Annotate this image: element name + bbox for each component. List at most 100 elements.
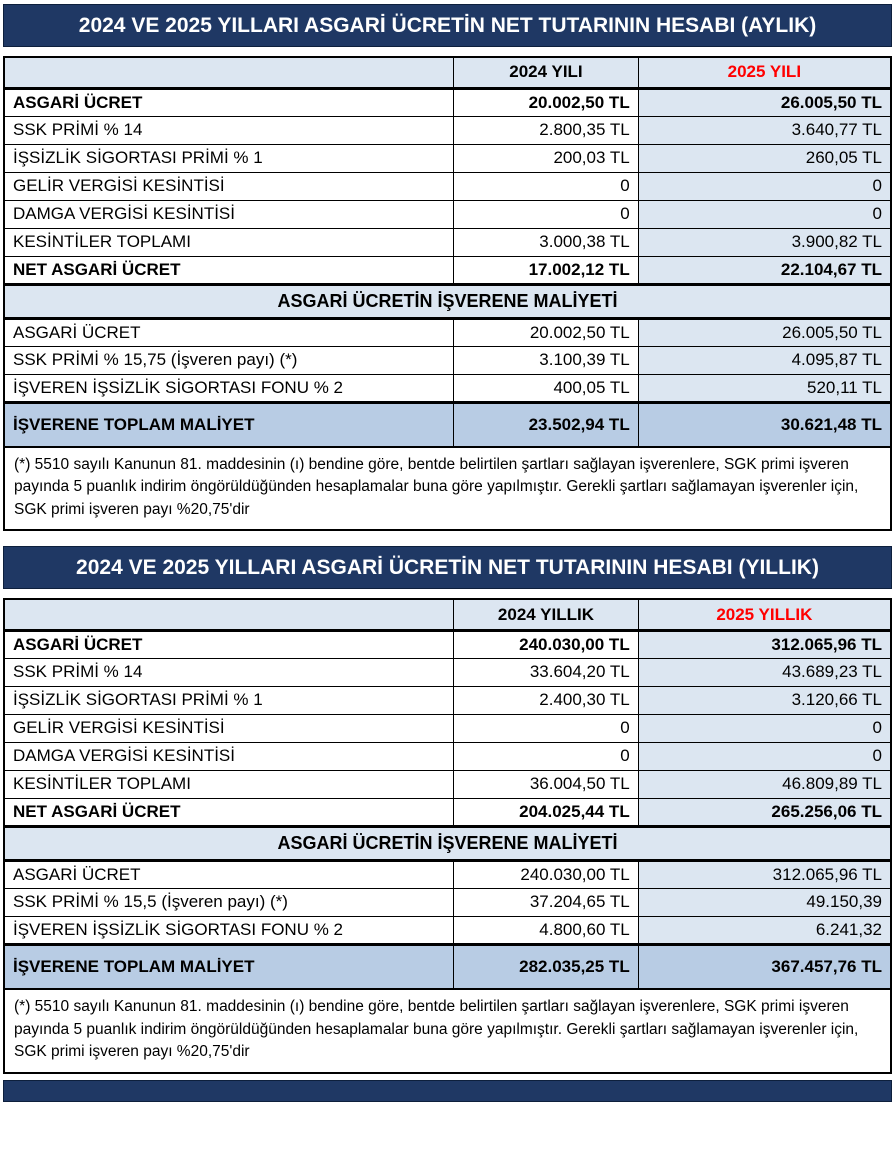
row-label: SSK PRİMİ % 14 xyxy=(3,115,455,145)
column-header-empty xyxy=(3,56,455,90)
value-2025: 520,11 TL xyxy=(637,373,892,403)
yearly-title-bar: 2024 VE 2025 YILLARI ASGARİ ÜCRETİN NET … xyxy=(3,546,892,590)
value-2024: 4.800,60 TL xyxy=(453,915,639,945)
monthly-table: 2024 YILI 2025 YILI ASGARİ ÜCRET 20.002,… xyxy=(3,56,892,532)
value-2025: 6.241,32 xyxy=(637,915,892,945)
row-label: NET ASGARİ ÜCRET xyxy=(3,797,455,828)
table-row: İŞVEREN İŞSİZLİK SİGORTASI FONU % 2 4.80… xyxy=(3,915,892,945)
table-row: KESİNTİLER TOPLAMI 36.004,50 TL 46.809,8… xyxy=(3,769,892,799)
value-2024: 0 xyxy=(453,741,639,771)
yearly-table: 2024 YILLIK 2025 YILLIK ASGARİ ÜCRET 240… xyxy=(3,598,892,1074)
footnote: (*) 5510 sayılı Kanunun 81. maddesinin (… xyxy=(3,988,892,1074)
table-row-net: NET ASGARİ ÜCRET 17.002,12 TL 22.104,67 … xyxy=(3,255,892,286)
value-2024: 33.604,20 TL xyxy=(453,657,639,687)
value-2024: 204.025,44 TL xyxy=(453,797,639,828)
table-row: ASGARİ ÜCRET 240.030,00 TL 312.065,96 TL xyxy=(3,859,892,889)
value-2025: 4.095,87 TL xyxy=(637,345,892,375)
total-label: İŞVERENE TOPLAM MALİYET xyxy=(3,400,455,448)
row-label: ASGARİ ÜCRET xyxy=(3,317,455,347)
table-row: GELİR VERGİSİ KESİNTİSİ 0 0 xyxy=(3,171,892,201)
table-row: SSK PRİMİ % 14 2.800,35 TL 3.640,77 TL xyxy=(3,115,892,145)
value-2025: 260,05 TL xyxy=(637,143,892,173)
value-2025: 0 xyxy=(637,741,892,771)
value-2024: 20.002,50 TL xyxy=(453,87,639,117)
value-2024: 0 xyxy=(453,171,639,201)
row-label: NET ASGARİ ÜCRET xyxy=(3,255,455,286)
section-header: ASGARİ ÜCRETİN İŞVERENE MALİYETİ xyxy=(3,824,892,862)
row-label: KESİNTİLER TOPLAMI xyxy=(3,769,455,799)
row-label: DAMGA VERGİSİ KESİNTİSİ xyxy=(3,741,455,771)
total-row: İŞVERENE TOPLAM MALİYET 282.035,25 TL 36… xyxy=(3,942,892,991)
value-2024: 400,05 TL xyxy=(453,373,639,403)
truncated-bottom-title-bar xyxy=(3,1079,892,1102)
row-label: ASGARİ ÜCRET xyxy=(3,859,455,889)
monthly-header-row: 2024 YILI 2025 YILI xyxy=(3,56,892,90)
value-2024: 2.400,30 TL xyxy=(453,685,639,715)
table-row: İŞSİZLİK SİGORTASI PRİMİ % 1 200,03 TL 2… xyxy=(3,143,892,173)
row-label: SSK PRİMİ % 15,75 (İşveren payı) (*) xyxy=(3,345,455,375)
table-row: ASGARİ ÜCRET 240.030,00 TL 312.065,96 TL xyxy=(3,629,892,659)
row-label: SSK PRİMİ % 15,5 (İşveren payı) (*) xyxy=(3,887,455,917)
total-2024: 282.035,25 TL xyxy=(453,942,639,991)
row-label: ASGARİ ÜCRET xyxy=(3,629,455,659)
value-2025: 265.256,06 TL xyxy=(637,797,892,828)
row-label: SSK PRİMİ % 14 xyxy=(3,657,455,687)
section-header-row: ASGARİ ÜCRETİN İŞVERENE MALİYETİ xyxy=(3,824,892,862)
value-2025: 0 xyxy=(637,199,892,229)
footnote: (*) 5510 sayılı Kanunun 81. maddesinin (… xyxy=(3,446,892,531)
row-label: ASGARİ ÜCRET xyxy=(3,87,455,117)
value-2024: 2.800,35 TL xyxy=(453,115,639,145)
total-label: İŞVERENE TOPLAM MALİYET xyxy=(3,942,455,991)
table-row: GELİR VERGİSİ KESİNTİSİ 0 0 xyxy=(3,713,892,743)
table-row: SSK PRİMİ % 15,5 (İşveren payı) (*) 37.2… xyxy=(3,887,892,917)
row-label: İŞVEREN İŞSİZLİK SİGORTASI FONU % 2 xyxy=(3,915,455,945)
monthly-title: 2024 VE 2025 YILLARI ASGARİ ÜCRETİN NET … xyxy=(78,13,817,37)
total-2025: 30.621,48 TL xyxy=(637,400,892,448)
value-2025: 49.150,39 xyxy=(637,887,892,917)
row-label: DAMGA VERGİSİ KESİNTİSİ xyxy=(3,199,455,229)
table-row: DAMGA VERGİSİ KESİNTİSİ 0 0 xyxy=(3,199,892,229)
section-header: ASGARİ ÜCRETİN İŞVERENE MALİYETİ xyxy=(3,282,892,320)
total-2024: 23.502,94 TL xyxy=(453,400,639,448)
document-sheet: 2024 VE 2025 YILLARI ASGARİ ÜCRETİN NET … xyxy=(3,4,892,1102)
monthly-title-bar: 2024 VE 2025 YILLARI ASGARİ ÜCRETİN NET … xyxy=(3,4,892,47)
value-2025: 26.005,50 TL xyxy=(637,87,892,117)
value-2025: 22.104,67 TL xyxy=(637,255,892,286)
value-2024: 20.002,50 TL xyxy=(453,317,639,347)
value-2025: 0 xyxy=(637,171,892,201)
row-label: GELİR VERGİSİ KESİNTİSİ xyxy=(3,171,455,201)
row-label: İŞSİZLİK SİGORTASI PRİMİ % 1 xyxy=(3,685,455,715)
table-row: DAMGA VERGİSİ KESİNTİSİ 0 0 xyxy=(3,741,892,771)
value-2025: 312.065,96 TL xyxy=(637,629,892,659)
row-label: KESİNTİLER TOPLAMI xyxy=(3,227,455,257)
table-row: İŞVEREN İŞSİZLİK SİGORTASI FONU % 2 400,… xyxy=(3,373,892,403)
footnote-row: (*) 5510 sayılı Kanunun 81. maddesinin (… xyxy=(3,988,892,1074)
table-row: KESİNTİLER TOPLAMI 3.000,38 TL 3.900,82 … xyxy=(3,227,892,257)
table-row-net: NET ASGARİ ÜCRET 204.025,44 TL 265.256,0… xyxy=(3,797,892,828)
section-header-row: ASGARİ ÜCRETİN İŞVERENE MALİYETİ xyxy=(3,282,892,320)
value-2025: 26.005,50 TL xyxy=(637,317,892,347)
value-2025: 0 xyxy=(637,713,892,743)
table-row: SSK PRİMİ % 14 33.604,20 TL 43.689,23 TL xyxy=(3,657,892,687)
value-2024: 0 xyxy=(453,713,639,743)
value-2025: 46.809,89 TL xyxy=(637,769,892,799)
total-row: İŞVERENE TOPLAM MALİYET 23.502,94 TL 30.… xyxy=(3,400,892,448)
column-header-2025: 2025 YILI xyxy=(637,56,892,90)
column-header-2024: 2024 YILLIK xyxy=(453,598,639,632)
column-header-empty xyxy=(3,598,455,632)
value-2024: 17.002,12 TL xyxy=(453,255,639,286)
column-header-2024: 2024 YILI xyxy=(453,56,639,90)
footnote-row: (*) 5510 sayılı Kanunun 81. maddesinin (… xyxy=(3,446,892,531)
value-2024: 240.030,00 TL xyxy=(453,859,639,889)
row-label: İŞVEREN İŞSİZLİK SİGORTASI FONU % 2 xyxy=(3,373,455,403)
row-label: İŞSİZLİK SİGORTASI PRİMİ % 1 xyxy=(3,143,455,173)
value-2025: 43.689,23 TL xyxy=(637,657,892,687)
value-2024: 37.204,65 TL xyxy=(453,887,639,917)
value-2024: 36.004,50 TL xyxy=(453,769,639,799)
table-row: ASGARİ ÜCRET 20.002,50 TL 26.005,50 TL xyxy=(3,87,892,117)
value-2024: 240.030,00 TL xyxy=(453,629,639,659)
table-row: ASGARİ ÜCRET 20.002,50 TL 26.005,50 TL xyxy=(3,317,892,347)
column-header-2025: 2025 YILLIK xyxy=(637,598,892,632)
value-2024: 0 xyxy=(453,199,639,229)
yearly-header-row: 2024 YILLIK 2025 YILLIK xyxy=(3,598,892,632)
